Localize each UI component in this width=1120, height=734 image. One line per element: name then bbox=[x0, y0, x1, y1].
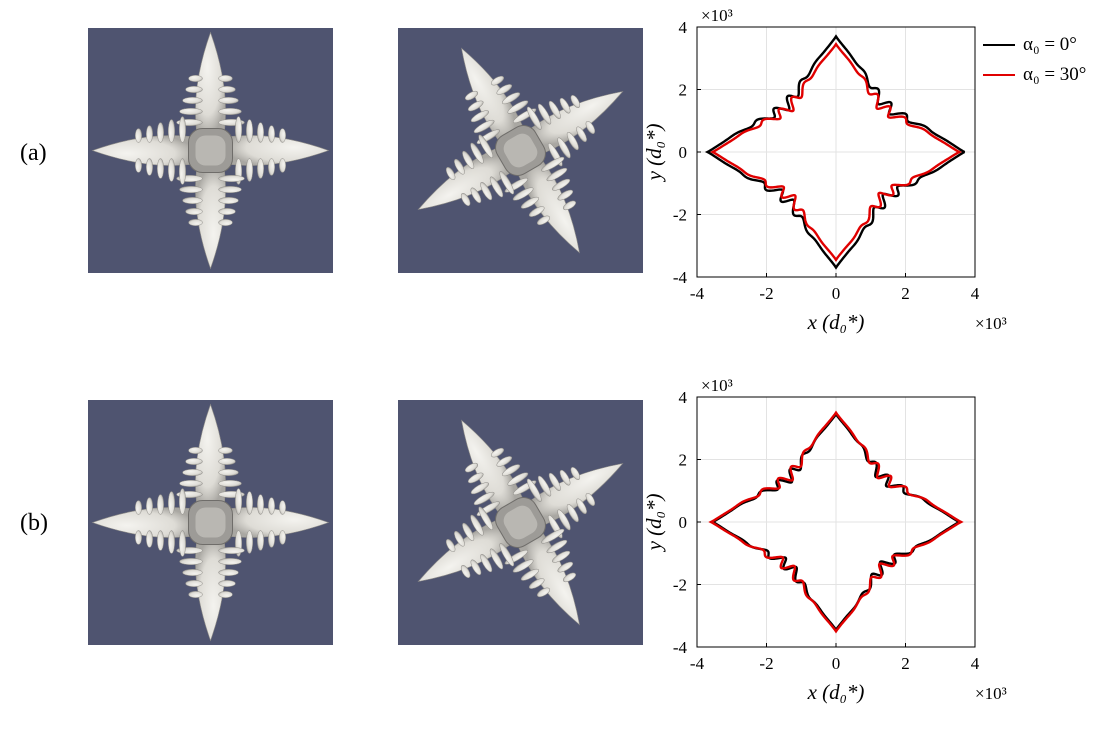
dendrite-arm bbox=[91, 116, 191, 185]
x-tick-label: 0 bbox=[832, 654, 841, 673]
x-tick-label: -2 bbox=[759, 654, 773, 673]
dendrite-arm bbox=[526, 91, 624, 167]
legend-label: α₀ = 30° bbox=[1023, 64, 1087, 85]
series-line bbox=[710, 42, 962, 262]
y-scale-factor: ×10³ bbox=[701, 376, 733, 395]
x-axis-label: x (d₀*) bbox=[807, 680, 865, 704]
legend-line-swatch bbox=[983, 73, 1015, 77]
x-scale-factor: ×10³ bbox=[975, 684, 1007, 703]
legend-label: α₀ = 0° bbox=[1023, 34, 1077, 55]
dendrite-arm bbox=[176, 31, 245, 131]
legend-entry: α₀ = 30° bbox=[983, 60, 1118, 90]
contour-plot-svg: -4 -2 0 2 4 -4 -2 0 2 4 ×10³ ×10³ x (d₀*) y (d₀*) bbox=[642, 6, 1007, 334]
y-tick-label: 2 bbox=[679, 451, 688, 470]
x-axis-label: x (d₀*) bbox=[807, 310, 865, 334]
dendrite-arm bbox=[417, 134, 515, 210]
dendrite-crystal-image bbox=[417, 419, 624, 626]
dendrite-arm bbox=[526, 463, 624, 539]
x-tick-label: 4 bbox=[971, 654, 980, 673]
y-axis-label: y (d₀*) bbox=[642, 124, 666, 183]
legend: α₀ = 0° α₀ = 30° bbox=[983, 30, 1118, 90]
y-tick-label: -2 bbox=[673, 206, 687, 225]
dendrite-arm bbox=[176, 170, 245, 270]
x-tick-label: -2 bbox=[759, 284, 773, 303]
x-tick-label: -4 bbox=[690, 654, 705, 673]
y-axis-label: y (d₀*) bbox=[642, 494, 666, 553]
dendrite-arm bbox=[176, 403, 245, 503]
x-tick-label: 4 bbox=[971, 284, 980, 303]
dendrite-render-a-0deg bbox=[88, 28, 333, 273]
y-tick-label: 0 bbox=[679, 143, 688, 162]
dendrite-crystal-image bbox=[91, 403, 330, 642]
dendrite-render-b-30deg bbox=[398, 400, 643, 645]
y-tick-label: -4 bbox=[673, 268, 688, 287]
y-scale-factor: ×10³ bbox=[701, 6, 733, 25]
dendrite-render-a-30deg bbox=[398, 28, 643, 273]
dendrite-arm bbox=[176, 542, 245, 642]
y-tick-label: 0 bbox=[679, 513, 688, 532]
dendrite-crystal-image bbox=[91, 31, 330, 270]
contour-plot-svg: -4 -2 0 2 4 -4 -2 0 2 4 ×10³ ×10³ x (d₀*) y (d₀*) bbox=[642, 376, 1007, 704]
dendrite-arm bbox=[230, 116, 330, 185]
series-line bbox=[704, 34, 966, 270]
y-tick-label: 2 bbox=[679, 81, 688, 100]
contour-plot-b: -4 -2 0 2 4 -4 -2 0 2 4 ×10³ ×10³ x (d₀*) y (d₀*) bbox=[642, 370, 1007, 729]
legend-line-swatch bbox=[983, 43, 1015, 47]
x-tick-label: 0 bbox=[832, 284, 841, 303]
dendrite-arm bbox=[504, 528, 580, 626]
y-tick-label: -2 bbox=[673, 576, 687, 595]
legend-entry: α₀ = 0° bbox=[983, 30, 1118, 60]
x-tick-label: -4 bbox=[690, 284, 705, 303]
dendrite-render-b-0deg bbox=[88, 400, 333, 645]
dendrite-crystal-image bbox=[417, 47, 624, 254]
row-label-a: (a) bbox=[20, 140, 47, 166]
dendrite-arm bbox=[91, 488, 191, 557]
dendrite-arm bbox=[230, 488, 330, 557]
y-tick-label: 4 bbox=[679, 388, 688, 407]
x-tick-label: 2 bbox=[901, 284, 910, 303]
row-label-b: (b) bbox=[20, 510, 48, 536]
x-tick-label: 2 bbox=[901, 654, 910, 673]
y-tick-label: -4 bbox=[673, 638, 688, 657]
x-scale-factor: ×10³ bbox=[975, 314, 1007, 333]
series-line bbox=[708, 410, 964, 634]
contour-plot-a: -4 -2 0 2 4 -4 -2 0 2 4 ×10³ ×10³ x (d₀*) y (d₀*) bbox=[642, 0, 1007, 360]
dendrite-arm bbox=[504, 156, 580, 254]
y-tick-label: 4 bbox=[679, 18, 688, 37]
